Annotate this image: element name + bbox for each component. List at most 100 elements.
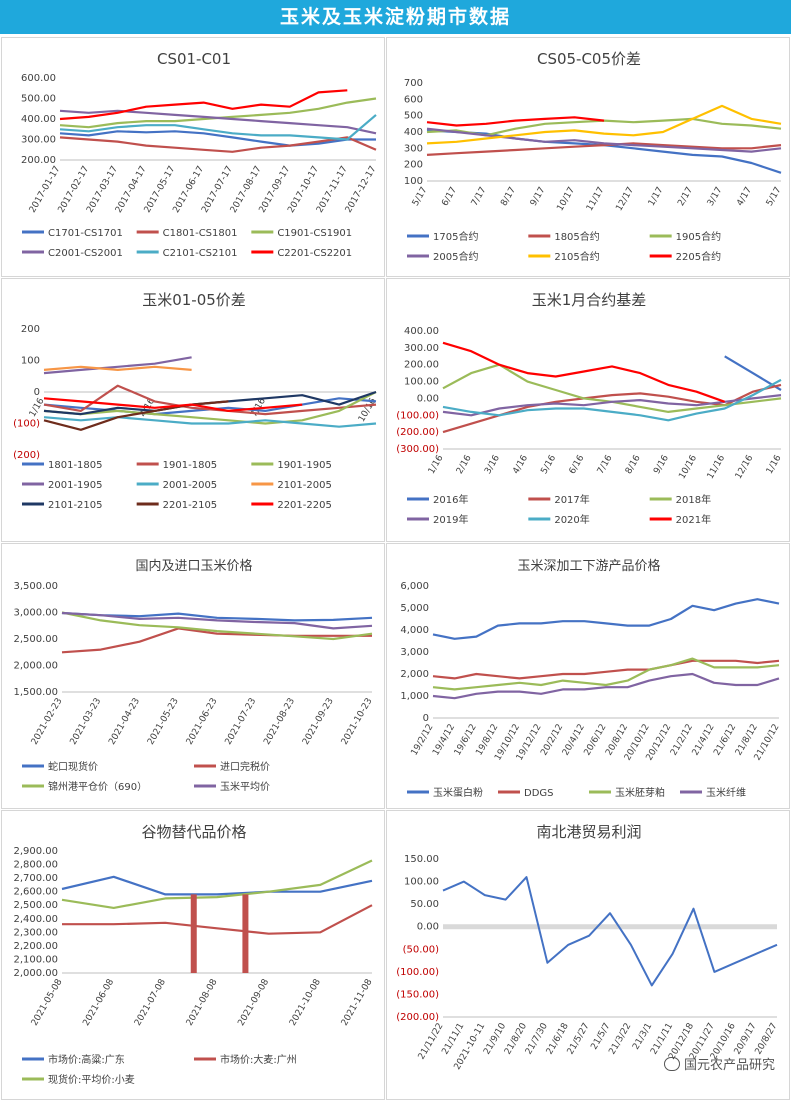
y-tick-label: (200.00) <box>396 1012 439 1023</box>
legend-label: 1805合约 <box>554 230 599 243</box>
series-line <box>59 136 377 153</box>
legend-label: 蛇口现货价 <box>48 760 98 773</box>
x-tick-label: 7/16 <box>596 453 615 476</box>
legend-label: 1905合约 <box>676 230 721 243</box>
x-tick-label: 1/16 <box>427 453 446 476</box>
x-tick-label: 2021-06-08 <box>81 977 116 1028</box>
y-tick-label: (50.00) <box>403 944 440 955</box>
chart-title: 玉米1月合约基差 <box>532 291 647 309</box>
y-tick-label: (150.00) <box>396 989 439 1000</box>
legend-label: 玉米胚芽粕 <box>615 786 665 799</box>
chart-panel-2: CS05-C05价差 700 600 500 400 300 200 100 5/17 6/17 7… <box>386 37 790 277</box>
x-tick-label: 2021-09-23 <box>301 697 336 747</box>
y-tick-label: 600.00 <box>21 73 56 84</box>
legend-label: C2101-CS2101 <box>163 248 238 259</box>
y-tick-label: 0 <box>423 713 429 724</box>
y-tick-label: 200.00 <box>404 360 439 371</box>
y-tick-label: 2,700.00 <box>13 873 58 884</box>
legend-label: 2019年 <box>433 513 468 526</box>
y-tick-label: 500 <box>404 111 423 122</box>
legend-label: 锦州港平仓价（690） <box>48 780 147 793</box>
y-tick-label: (100.00) <box>396 410 439 421</box>
x-tick-label: 1/17 <box>647 186 666 209</box>
legend-label: 1901-1905 <box>277 460 332 471</box>
y-tick-label: 400 <box>404 127 423 138</box>
wechat-icon <box>663 1057 680 1071</box>
chart-svg-6: 玉米深加工下游产品价格 6,000 5,000 4,000 3,000 2,000 1,00… <box>400 558 781 799</box>
legend-label: 2101-2005 <box>277 480 332 491</box>
chart-panel-7: 谷物替代品价格 2,900.00 2,800.00 2,700.00 2,600.00 2… <box>1 810 385 1100</box>
chart-svg-1: CS01-C01 600.00 500.00 400.00 300.00 200.00 20… <box>21 50 379 259</box>
series-line <box>432 672 780 700</box>
legend-label: C2201-CS2201 <box>277 248 352 259</box>
series-line <box>43 400 229 431</box>
legend-label: 2201-2105 <box>163 500 218 511</box>
x-tick-label: 2021-02-23 <box>30 697 65 747</box>
x-tick-label: 9/17 <box>529 186 548 209</box>
y-tick-label: 0.00 <box>417 922 439 933</box>
series-line <box>432 659 780 680</box>
watermark: 国元农产品研究 <box>663 1054 775 1073</box>
page-title: 玉米及玉米淀粉期市数据 <box>0 0 791 34</box>
y-tick-label: 3,000 <box>400 647 429 658</box>
series-line <box>61 611 373 641</box>
y-tick-label: 150.00 <box>404 854 439 865</box>
chart-title: 国内及进口玉米价格 <box>135 558 252 574</box>
y-tick-label: 2,000 <box>400 669 429 680</box>
y-tick-label: (200) <box>13 450 40 461</box>
watermark-text: 国元农产品研究 <box>683 1058 775 1073</box>
series-line <box>43 416 377 428</box>
y-tick-label: 2,900.00 <box>13 846 58 857</box>
chart-svg-7: 谷物替代品价格 2,900.00 2,800.00 2,700.00 2,600.00 2… <box>13 823 375 1086</box>
chart-panel-8: 南北港贸易利润 150.00 100.00 50.00 0.00 (50.00) (100.… <box>386 810 790 1100</box>
legend-label: 2020年 <box>554 513 589 526</box>
y-tick-label: 2,000.00 <box>13 661 58 672</box>
chart-title: 玉米01-05价差 <box>142 291 246 309</box>
chart-svg-8: 南北港贸易利润 150.00 100.00 50.00 0.00 (50.00) (100.… <box>396 823 779 1072</box>
x-tick-label: 21/11/22 <box>417 1022 446 1062</box>
chart-svg-5: 国内及进口玉米价格 3,500.00 3,000.00 2,500.00 2,000.0… <box>13 558 374 793</box>
x-tick-label: 11/17 <box>585 186 607 213</box>
series-line <box>62 904 373 935</box>
x-tick-label: 2021-11-08 <box>340 977 375 1028</box>
x-tick-label: 2021-09-08 <box>236 977 271 1028</box>
y-tick-label: 2,100.00 <box>13 954 58 965</box>
series-line <box>426 116 605 127</box>
legend-label: 2101-2105 <box>48 500 103 511</box>
legend-label: 2001-2005 <box>163 480 218 491</box>
y-tick-label: 4,000 <box>400 625 429 636</box>
y-tick-label: 3,500.00 <box>13 581 58 592</box>
y-tick-label: 6,000 <box>400 581 429 592</box>
y-tick-label: 300.00 <box>21 135 56 146</box>
legend-label: 玉米蛋白粉 <box>433 786 483 799</box>
series-line <box>59 109 377 135</box>
legend-label: 市场价:高粱:广东 <box>48 1053 125 1066</box>
y-tick-label: 100 <box>21 356 40 367</box>
legend-label: 2105合约 <box>554 250 599 263</box>
x-tick-label: 8/16 <box>624 453 643 476</box>
legend-label: 2001-1905 <box>48 480 103 491</box>
x-tick-label: 2021-03-23 <box>69 697 104 747</box>
legend-label: 2201-2205 <box>277 500 332 511</box>
series-line <box>43 397 303 412</box>
series-line <box>426 127 782 153</box>
chart-panel-6: 玉米深加工下游产品价格 6,000 5,000 4,000 3,000 2,000 1,00… <box>386 543 790 809</box>
series-line <box>43 365 192 371</box>
x-tick-label: 2021-04-23 <box>107 697 142 747</box>
x-tick-label: 5/16 <box>539 453 558 476</box>
x-tick-label: 2021-07-23 <box>224 697 259 747</box>
legend-label: 2205合约 <box>676 250 721 263</box>
y-tick-label: 400.00 <box>21 114 56 125</box>
x-tick-label: 6/17 <box>440 186 459 209</box>
y-tick-label: 2,500.00 <box>13 900 58 911</box>
y-tick-label: 5,000 <box>400 603 429 614</box>
x-tick-label: 8/17 <box>499 186 518 209</box>
series-line <box>59 114 377 141</box>
x-tick-label: 9/16 <box>652 453 671 476</box>
y-tick-label: 2,800.00 <box>13 860 58 871</box>
y-tick-label: 3,000.00 <box>13 608 58 619</box>
data-bar <box>242 894 249 973</box>
series-line <box>59 130 376 147</box>
legend-label: C1701-CS1701 <box>48 228 123 239</box>
x-tick-label: 2021-08-08 <box>185 977 220 1028</box>
